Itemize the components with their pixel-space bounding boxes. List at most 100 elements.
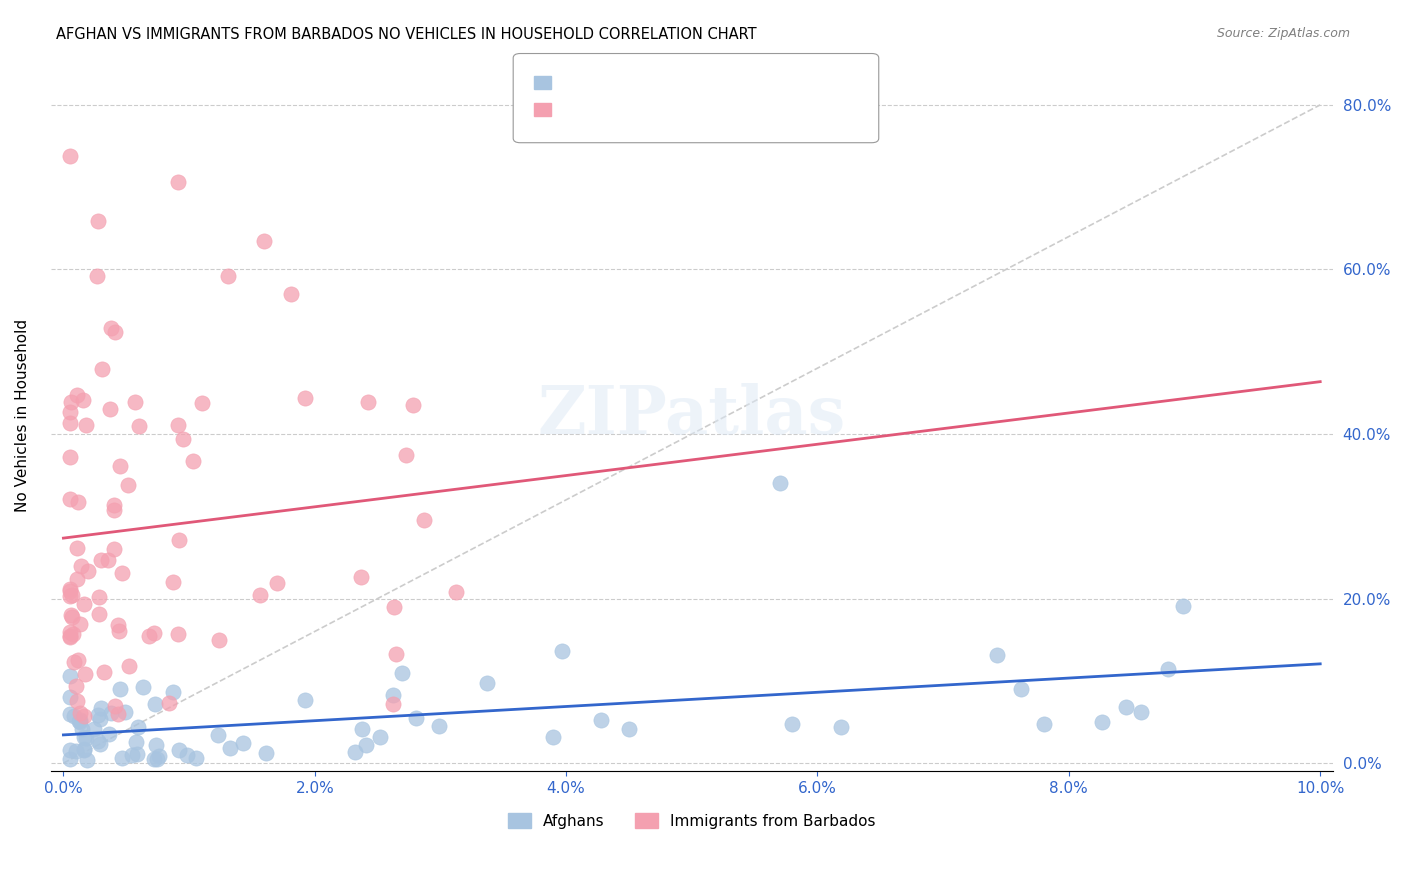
Afghans <box>142 752 165 766</box>
Afghans <box>111 751 134 765</box>
Immigrants from Barbados <box>162 575 184 590</box>
Afghans <box>59 668 82 682</box>
Immigrants from Barbados <box>59 405 82 419</box>
Immigrants from Barbados <box>60 394 83 409</box>
Afghans <box>1115 699 1137 714</box>
Immigrants from Barbados <box>66 494 89 508</box>
Immigrants from Barbados <box>207 632 229 647</box>
Afghans <box>617 723 640 737</box>
Afghans <box>1091 715 1114 730</box>
Immigrants from Barbados <box>104 698 127 713</box>
Text: AFGHAN VS IMMIGRANTS FROM BARBADOS NO VEHICLES IN HOUSEHOLD CORRELATION CHART: AFGHAN VS IMMIGRANTS FROM BARBADOS NO VE… <box>56 27 756 42</box>
Immigrants from Barbados <box>138 629 160 643</box>
Immigrants from Barbados <box>66 541 89 555</box>
Immigrants from Barbados <box>60 588 83 602</box>
Afghans <box>121 747 143 762</box>
Immigrants from Barbados <box>173 433 195 447</box>
Immigrants from Barbados <box>280 287 302 301</box>
Y-axis label: No Vehicles in Household: No Vehicles in Household <box>15 319 30 512</box>
Immigrants from Barbados <box>103 499 125 513</box>
Immigrants from Barbados <box>100 321 122 335</box>
Afghans <box>73 742 96 756</box>
Afghans <box>59 690 82 705</box>
Afghans <box>70 722 93 736</box>
Afghans <box>1032 717 1054 731</box>
Immigrants from Barbados <box>124 394 146 409</box>
Immigrants from Barbados <box>72 393 94 408</box>
Afghans <box>143 697 166 711</box>
Immigrants from Barbados <box>266 575 288 590</box>
Afghans <box>184 751 207 765</box>
Afghans <box>110 682 132 697</box>
Immigrants from Barbados <box>103 503 125 517</box>
Immigrants from Barbados <box>107 706 129 721</box>
Immigrants from Barbados <box>67 652 90 666</box>
Immigrants from Barbados <box>59 589 82 603</box>
Afghans <box>232 736 254 750</box>
Afghans <box>59 743 82 757</box>
Afghans <box>830 720 852 734</box>
Immigrants from Barbados <box>70 559 93 574</box>
Immigrants from Barbados <box>59 149 82 163</box>
Immigrants from Barbados <box>73 667 96 681</box>
Afghans <box>1157 662 1180 676</box>
Afghans <box>176 747 198 762</box>
Afghans <box>132 680 155 694</box>
Afghans <box>76 753 98 767</box>
Immigrants from Barbados <box>59 491 82 506</box>
Immigrants from Barbados <box>59 450 82 464</box>
Afghans <box>477 676 499 690</box>
Afghans <box>148 748 170 763</box>
Afghans <box>343 746 366 760</box>
Afghans <box>1171 599 1194 613</box>
Immigrants from Barbados <box>107 617 129 632</box>
Immigrants from Barbados <box>59 629 82 643</box>
Afghans <box>146 752 169 766</box>
Immigrants from Barbados <box>77 564 100 578</box>
Immigrants from Barbados <box>73 598 96 612</box>
Afghans <box>427 718 450 732</box>
Afghans <box>87 707 110 722</box>
Afghans <box>162 684 184 698</box>
Afghans <box>127 720 149 734</box>
Afghans <box>381 688 404 702</box>
Immigrants from Barbados <box>69 617 91 632</box>
Immigrants from Barbados <box>412 514 434 528</box>
Immigrants from Barbados <box>402 398 425 412</box>
Afghans <box>83 722 105 736</box>
Immigrants from Barbados <box>59 625 82 640</box>
Afghans <box>354 738 377 752</box>
Afghans <box>90 701 112 715</box>
Afghans <box>69 713 91 727</box>
Immigrants from Barbados <box>59 416 82 430</box>
Immigrants from Barbados <box>183 454 205 468</box>
Afghans <box>100 706 122 720</box>
Immigrants from Barbados <box>253 234 276 248</box>
Immigrants from Barbados <box>356 395 378 409</box>
Afghans <box>72 743 94 757</box>
Afghans <box>405 711 427 725</box>
Immigrants from Barbados <box>128 419 150 434</box>
Afghans <box>207 728 229 742</box>
Immigrants from Barbados <box>69 706 91 720</box>
Immigrants from Barbados <box>117 478 139 492</box>
Immigrants from Barbados <box>382 697 405 711</box>
Text: Source: ZipAtlas.com: Source: ZipAtlas.com <box>1216 27 1350 40</box>
Afghans <box>780 717 803 731</box>
Afghans <box>589 714 612 728</box>
Afghans <box>391 665 413 680</box>
Immigrants from Barbados <box>382 600 405 615</box>
Immigrants from Barbados <box>66 572 89 586</box>
Afghans <box>370 730 392 744</box>
Afghans <box>59 707 82 722</box>
Immigrants from Barbados <box>97 552 120 566</box>
Afghans <box>294 693 316 707</box>
Afghans <box>986 648 1008 663</box>
Afghans <box>254 747 277 761</box>
Immigrants from Barbados <box>62 656 84 670</box>
Immigrants from Barbados <box>66 388 89 402</box>
Afghans <box>169 743 191 757</box>
Immigrants from Barbados <box>62 627 84 641</box>
Immigrants from Barbados <box>444 584 467 599</box>
Immigrants from Barbados <box>166 175 188 189</box>
